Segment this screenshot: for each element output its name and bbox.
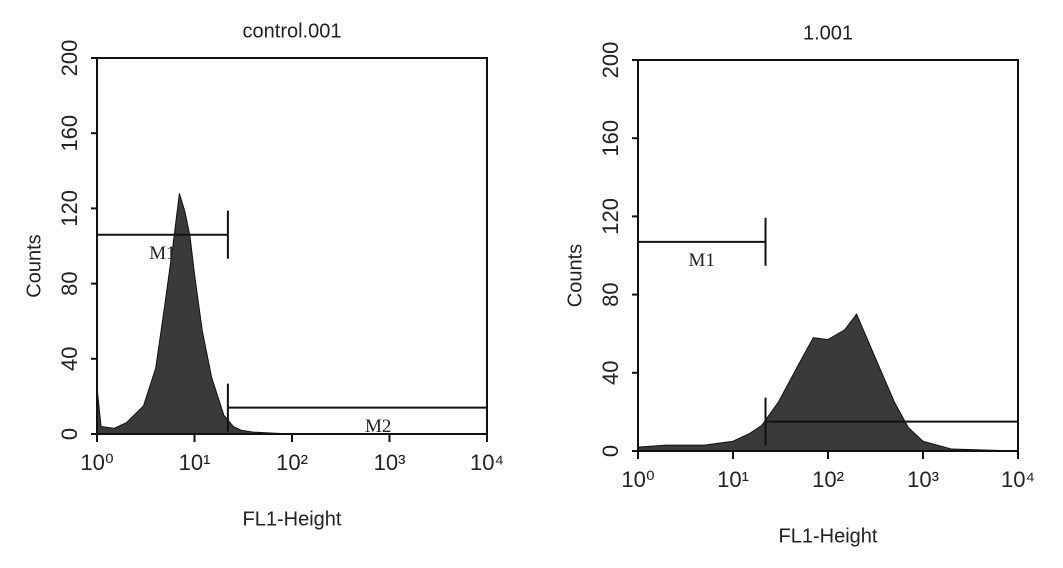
x-tick-label: 10¹ xyxy=(717,467,749,492)
x-tick-label: 10³ xyxy=(374,450,406,475)
y-tick-label: 200 xyxy=(598,42,623,79)
y-tick-label: 40 xyxy=(598,361,623,385)
y-tick-label: 120 xyxy=(57,190,82,227)
y-tick-label: 200 xyxy=(57,40,82,77)
chart-title: control.001 xyxy=(243,20,342,42)
x-axis-label: FL1-Height xyxy=(243,508,342,530)
y-tick-label: 80 xyxy=(57,271,82,295)
x-tick-label: 10² xyxy=(812,467,844,492)
y-tick-label: 120 xyxy=(598,198,623,235)
gate-label: M1 xyxy=(149,243,175,264)
gate-label: M2 xyxy=(365,416,391,437)
y-tick-label: 0 xyxy=(57,428,82,440)
y-tick-label: 80 xyxy=(598,282,623,306)
x-tick-label: 10² xyxy=(276,450,308,475)
histogram-area xyxy=(637,313,1019,452)
x-tick-label: 10⁴ xyxy=(1001,467,1035,492)
gate-label: M1 xyxy=(689,250,715,271)
x-tick-label: 10¹ xyxy=(179,450,211,475)
x-tick-label: 10³ xyxy=(907,467,939,492)
x-tick-label: 10⁰ xyxy=(80,450,113,475)
histogram-area xyxy=(96,193,487,435)
y-axis-label: Counts xyxy=(564,244,586,307)
x-axis-label: FL1-Height xyxy=(779,525,878,547)
y-tick-label: 40 xyxy=(57,347,82,371)
chart-title: 1.001 xyxy=(803,22,853,44)
y-tick-label: 160 xyxy=(598,120,623,157)
x-tick-label: 10⁰ xyxy=(621,467,654,492)
y-tick-label: 0 xyxy=(598,445,623,457)
y-tick-label: 160 xyxy=(57,115,82,152)
y-axis-label: Counts xyxy=(23,234,45,297)
x-tick-label: 10⁴ xyxy=(470,450,504,475)
